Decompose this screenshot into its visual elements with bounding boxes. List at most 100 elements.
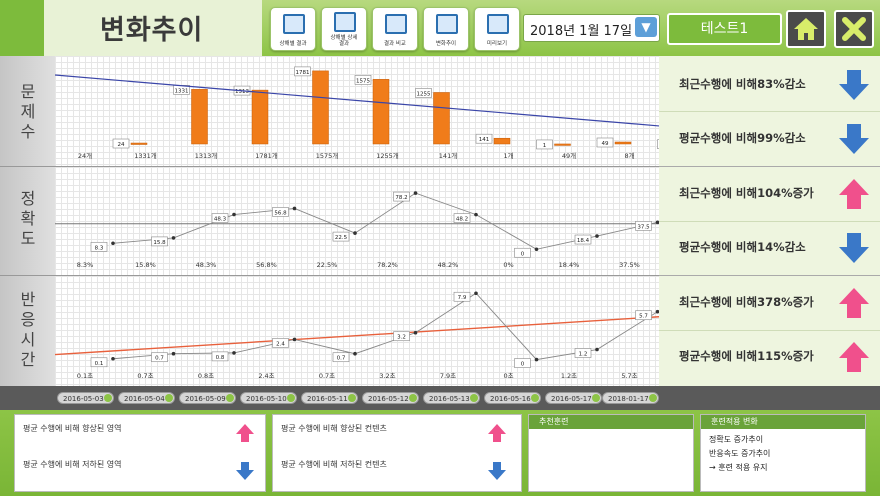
page-title: 변화추이 <box>100 15 204 46</box>
data-label: 141 <box>479 137 490 143</box>
data-label: 48.3 <box>214 217 227 223</box>
nav-button-trend[interactable]: 변화추이 <box>423 7 469 51</box>
tick-label: 141개 <box>439 151 457 160</box>
data-point <box>111 241 115 246</box>
data-label: 0.8 <box>216 355 225 361</box>
date-chip[interactable]: 2016-05-16 <box>484 392 541 404</box>
row-label-problems-text: 문제수 <box>20 82 36 141</box>
date-chip-label: 2016-05-16 <box>490 395 531 403</box>
comparison-average-response: 평균수행에 비해115%증가 <box>659 330 880 384</box>
data-label-box <box>272 207 289 217</box>
tick-label: 1313개 <box>195 151 218 160</box>
arrow-up-icon <box>839 342 869 372</box>
data-point <box>595 234 599 238</box>
tick-label: 2.4초 <box>258 372 274 380</box>
close-button[interactable] <box>834 10 874 48</box>
data-point <box>232 351 236 355</box>
date-chip-label: 2016-05-11 <box>307 395 348 403</box>
nav-label-results: 상해별 결과 <box>279 41 307 47</box>
arrow-down-icon <box>488 462 506 480</box>
data-label-box <box>393 191 410 202</box>
divider <box>659 221 880 222</box>
nav-button-compare[interactable]: 결과 비교 <box>372 7 418 51</box>
training-item: → 훈련 적용 유지 <box>709 463 768 472</box>
date-select[interactable]: 2018년 1월 17일 ▼ <box>523 14 660 42</box>
date-chip[interactable]: 2016-05-11 <box>301 392 358 404</box>
bar <box>372 79 390 145</box>
comparison-average-accuracy: 평균수행에 비해14%감소 <box>659 221 880 275</box>
home-button[interactable] <box>786 10 826 48</box>
date-chip[interactable]: 2016-05-17 <box>545 392 602 404</box>
comparison-text: 최근수행에 비해104%증가 <box>679 186 814 200</box>
date-chip[interactable]: 2018-01-17 <box>602 392 659 404</box>
comparison-panel-accuracy: 최근수행에 비해104%증가 평균수행에 비해14%감소 <box>659 167 880 276</box>
nav-button-results[interactable]: 상해별 결과 <box>270 7 316 51</box>
bar <box>493 137 511 145</box>
comparison-text: 평균수행에 비해99%감소 <box>679 131 806 145</box>
date-chip-label: 2016-05-12 <box>368 395 409 403</box>
date-chip[interactable]: 2016-05-10 <box>240 392 297 404</box>
data-label: 0 <box>521 362 525 368</box>
data-label: 1255 <box>417 91 431 97</box>
chart-accuracy: 8.3% 15.8% 48.3% 56.8% 22.5% 78.2% 48.2% 0% 18.4… <box>55 167 660 276</box>
tick-label: 1331개 <box>134 151 157 160</box>
close-icon <box>842 17 866 41</box>
data-label-box <box>151 352 168 363</box>
document-icon <box>334 12 356 32</box>
tick-label: 8개 <box>624 151 634 160</box>
tick-label: 8.3% <box>77 261 94 269</box>
date-value: 2018년 1월 17일 <box>530 24 633 39</box>
date-chip[interactable]: 2016-05-13 <box>423 392 480 404</box>
date-chip-label: 2016-05-09 <box>185 395 226 403</box>
tick-label: 18.4% <box>559 261 580 269</box>
content-summary-panel: 평균 수행에 비해 향상된 컨텐츠 평균 수행에 비해 저하된 컨텐츠 <box>272 414 522 492</box>
data-label: 1 <box>543 143 547 149</box>
data-label-box <box>332 352 350 363</box>
nav-button-detailed-results[interactable]: 상해별 상세결과 <box>321 7 367 51</box>
data-label: 24 <box>118 142 125 148</box>
data-label: 37.5 <box>637 224 650 230</box>
comparison-average-problems: 평균수행에 비해99%감소 <box>659 112 880 166</box>
data-label: 0.7 <box>337 356 346 362</box>
nav-button-preview[interactable]: 미리보기 <box>474 7 520 51</box>
chip-dot-icon <box>592 394 600 402</box>
chip-dot-icon <box>649 394 657 402</box>
data-label: 2.4 <box>276 341 285 347</box>
chart-problem-count-svg: 24개 1331개 1313개 1781개 1575개 1255개 141개 1개 49개 8개 2… <box>54 66 692 160</box>
data-point <box>655 309 660 314</box>
data-label: 1781 <box>296 70 310 76</box>
data-point <box>232 212 236 217</box>
data-label-box <box>211 213 229 223</box>
arrow-down-icon <box>839 233 869 263</box>
chart-accuracy-svg: 8.3% 15.8% 48.3% 56.8% 22.5% 78.2% 48.2% 0% 18.4… <box>55 191 660 269</box>
bar <box>312 70 329 145</box>
data-label-box <box>393 331 410 342</box>
date-chip[interactable]: 2016-05-09 <box>179 392 236 404</box>
row-label-response-time: 반응시간 <box>0 276 55 387</box>
data-label-box <box>272 338 289 348</box>
date-chip-label: 2016-05-10 <box>246 395 287 403</box>
tick-label: 0.7초 <box>137 372 153 380</box>
comparison-panel-problems: 최근수행에 비해83%감소 평균수행에 비해99%감소 <box>659 56 880 167</box>
date-chip[interactable]: 2016-05-12 <box>362 392 419 404</box>
data-point <box>171 236 176 240</box>
arrow-up-icon <box>236 424 254 442</box>
data-label-box <box>332 231 350 242</box>
chevron-down-icon[interactable]: ▼ <box>635 17 657 37</box>
date-chip[interactable]: 2016-05-04 <box>118 392 175 404</box>
bar <box>191 89 208 145</box>
date-chip[interactable]: 2016-05-03 <box>57 392 114 404</box>
trend-line <box>54 316 660 356</box>
tick-label: 49개 <box>562 151 576 160</box>
data-label-box <box>635 221 652 231</box>
tick-label: 7.9초 <box>440 372 456 380</box>
tick-label: 0.1초 <box>77 372 93 380</box>
tick-label: 0.7초 <box>319 372 335 380</box>
data-label: 0.1 <box>95 361 104 367</box>
tick-label: 56.8% <box>256 261 277 269</box>
training-item: 정확도 증가추이 <box>709 435 764 444</box>
chart-response-time: 0.1초 0.7초 0.8초 2.4초 0.7초 3.2초 7.9초 0초 1.2초 5.7초 0.… <box>54 276 660 387</box>
tick-label: 0% <box>503 261 513 269</box>
date-chip-label: 2016-05-13 <box>429 395 470 403</box>
title-accent-strip <box>0 0 44 56</box>
